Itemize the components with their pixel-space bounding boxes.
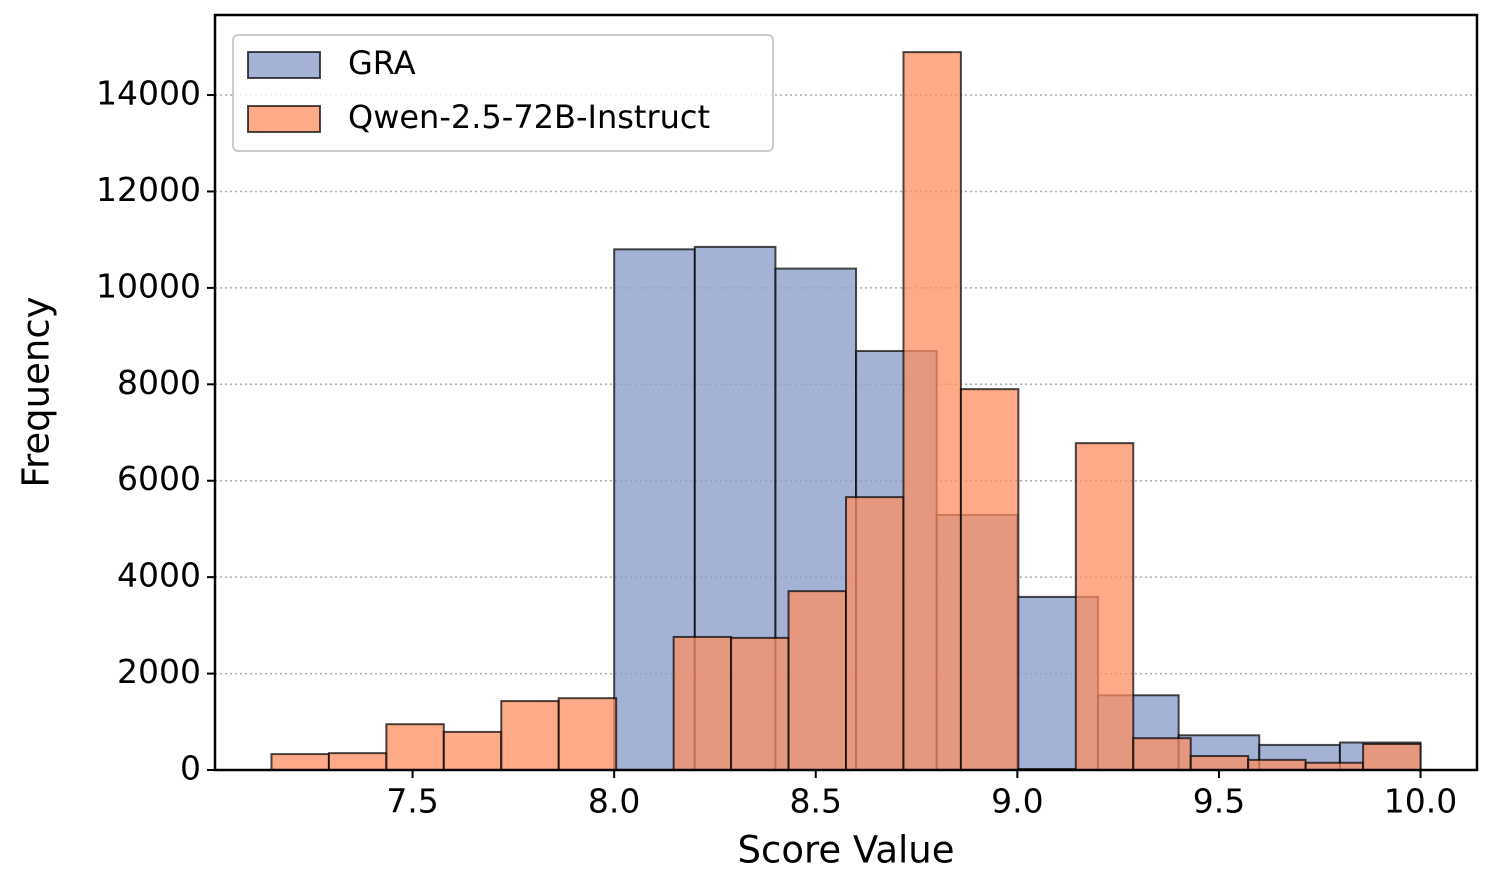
y-tick-label: 0 — [180, 749, 201, 788]
x-tick-label: 8.5 — [790, 782, 842, 821]
x-axis-label: Score Value — [738, 829, 955, 872]
histogram-bar — [1189, 755, 1250, 771]
y-tick-label: 10000 — [96, 266, 201, 305]
histogram-bar — [672, 635, 733, 772]
y-tick-label: 12000 — [96, 170, 201, 209]
histogram-bar — [500, 700, 560, 771]
histogram-bar — [730, 636, 790, 771]
histogram-bar — [1247, 758, 1307, 772]
x-tick-label: 10.0 — [1384, 782, 1457, 821]
y-tick-label: 2000 — [117, 652, 201, 691]
histogram-bar — [385, 723, 445, 772]
plot-frame — [213, 13, 1479, 772]
legend-label: Qwen-2.5-72B-Instruct — [348, 98, 710, 136]
legend-swatch — [247, 51, 321, 79]
x-tick-label: 7.5 — [386, 782, 438, 821]
histogram-bar — [270, 753, 330, 771]
legend: GRA Qwen-2.5-72B-Instruct — [232, 34, 774, 152]
legend-label: GRA — [348, 44, 416, 82]
y-tick-label: 14000 — [96, 74, 201, 113]
y-tick-label: 4000 — [117, 556, 201, 595]
histogram-bar — [1074, 442, 1135, 771]
histogram-bar — [902, 51, 962, 772]
histogram-bar — [959, 388, 1020, 771]
y-axis-label: Frequency — [15, 296, 58, 487]
histogram-bar — [845, 496, 905, 771]
histogram-bar — [327, 752, 388, 771]
histogram-bar — [557, 697, 618, 772]
histogram-bar — [1132, 737, 1192, 771]
x-tick-label: 9.0 — [991, 782, 1043, 821]
x-tick-label: 8.0 — [588, 782, 640, 821]
histogram-bar — [787, 590, 848, 772]
histogram-bar — [442, 730, 503, 772]
legend-frame — [232, 34, 774, 152]
y-tick-label: 6000 — [117, 459, 201, 498]
x-tick-label: 9.5 — [1193, 782, 1245, 821]
histogram-bar — [1362, 742, 1422, 771]
legend-swatch — [247, 105, 321, 133]
y-tick-label: 8000 — [117, 363, 201, 402]
